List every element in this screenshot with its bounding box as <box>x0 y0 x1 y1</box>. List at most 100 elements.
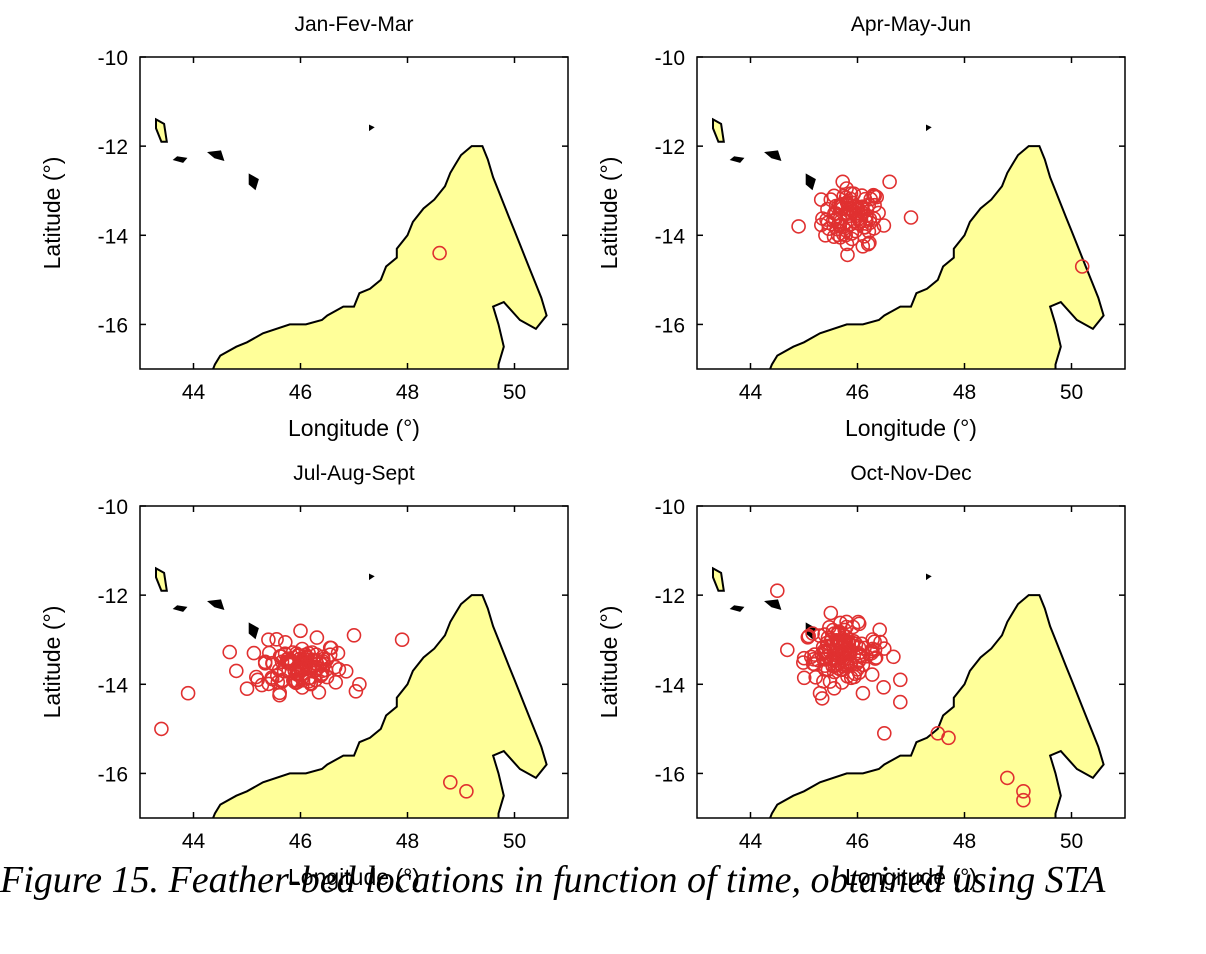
data-point <box>903 210 919 225</box>
data-point <box>823 605 839 621</box>
data-point <box>862 215 878 230</box>
panel-title: Jul-Aug-Sept <box>293 462 415 485</box>
data-point <box>769 583 785 599</box>
panel-2: 44 46 48 50 -10 -12 -14 -16 Apr-May-Jun Longitude… <box>596 13 1126 441</box>
comoros-island <box>926 124 932 132</box>
data-point <box>843 670 859 686</box>
data-point <box>281 651 296 667</box>
data-point <box>839 619 854 635</box>
panel-title: Apr-May-Jun <box>851 13 971 36</box>
data-point <box>352 676 367 692</box>
data-point <box>868 650 884 665</box>
data-point <box>817 662 833 677</box>
data-point <box>801 628 817 644</box>
data-point <box>328 674 344 690</box>
data-point <box>859 208 874 224</box>
panel-title: Oct-Nov-Dec <box>850 462 971 485</box>
comoros-island <box>248 622 259 640</box>
data-point <box>892 672 908 688</box>
data-point <box>838 223 854 238</box>
comoros-island <box>207 150 225 161</box>
y-tick-label: -16 <box>98 314 128 337</box>
data-point <box>222 644 237 660</box>
data-point <box>833 198 848 214</box>
data-point <box>807 647 822 662</box>
y-axis-label: Latitude (°) <box>596 157 622 270</box>
madagascar-coastline <box>769 145 1105 369</box>
x-tick-label: 44 <box>182 830 206 853</box>
y-tick-label: -14 <box>98 674 129 697</box>
madagascar-coastline <box>769 594 1105 818</box>
comoros-island <box>712 117 725 143</box>
data-point <box>261 645 277 661</box>
data-point <box>886 649 901 665</box>
data-point <box>835 219 851 235</box>
data-point <box>288 675 304 691</box>
data-point <box>154 721 169 737</box>
y-axis-label: Latitude (°) <box>596 606 622 719</box>
x-tick-label: 44 <box>739 381 763 404</box>
data-point <box>836 188 852 204</box>
data-point <box>999 770 1015 786</box>
y-tick-label: -14 <box>655 225 686 248</box>
madagascar-coastline <box>212 594 548 818</box>
x-axis-label: Longitude (°) <box>845 864 977 890</box>
comoros-island <box>729 605 745 612</box>
data-point <box>872 622 888 638</box>
data-point <box>311 684 327 700</box>
data-point <box>796 650 812 666</box>
scatter-series <box>769 583 1031 808</box>
data-point <box>239 681 255 697</box>
data-point <box>845 619 861 635</box>
data-point <box>892 694 908 710</box>
comoros-island <box>805 173 816 191</box>
data-point <box>1016 792 1031 808</box>
y-tick-label: -10 <box>655 47 685 70</box>
data-point <box>269 631 284 647</box>
axes-box <box>696 505 1126 819</box>
data-point <box>1016 783 1031 799</box>
data-point <box>338 663 354 679</box>
x-tick-label: 48 <box>396 381 419 404</box>
figure-caption: Figure 15. Feather-bed locations in func… <box>0 859 1106 901</box>
x-tick-label: 48 <box>396 830 419 853</box>
y-tick-label: -12 <box>655 585 685 608</box>
map-layer <box>155 117 548 369</box>
data-point <box>796 670 812 686</box>
x-tick-label: 48 <box>953 381 976 404</box>
x-tick-label: 50 <box>503 381 526 404</box>
x-tick-label: 46 <box>846 381 869 404</box>
axes-box <box>696 56 1126 370</box>
data-point <box>1074 259 1090 274</box>
data-point <box>265 655 281 671</box>
data-point <box>277 634 293 650</box>
data-point <box>882 174 897 190</box>
scatter-series <box>791 174 1090 274</box>
data-point <box>835 174 851 190</box>
data-point <box>826 188 842 204</box>
data-point <box>348 683 364 699</box>
data-point <box>828 198 844 214</box>
data-point <box>867 642 883 658</box>
data-point <box>813 192 829 207</box>
y-tick-label: -12 <box>98 585 128 608</box>
data-point <box>791 219 806 234</box>
data-point <box>432 245 447 261</box>
data-point <box>838 636 853 652</box>
panel-1: 44 46 48 50 -10 -12 -14 -16 Jan-Fev-Mar Longitude… <box>39 13 569 441</box>
data-point <box>840 247 855 263</box>
y-tick-label: -14 <box>98 225 129 248</box>
data-point <box>246 645 262 661</box>
data-point <box>805 626 820 641</box>
y-tick-label: -16 <box>655 763 685 786</box>
comoros-island <box>155 117 168 143</box>
data-point <box>442 774 458 790</box>
data-point <box>830 227 846 243</box>
map-layer <box>712 117 1105 369</box>
map-layer <box>155 566 548 818</box>
comoros-island <box>729 156 745 163</box>
y-tick-label: -10 <box>655 496 685 519</box>
data-point <box>826 626 842 641</box>
data-point <box>272 687 287 703</box>
